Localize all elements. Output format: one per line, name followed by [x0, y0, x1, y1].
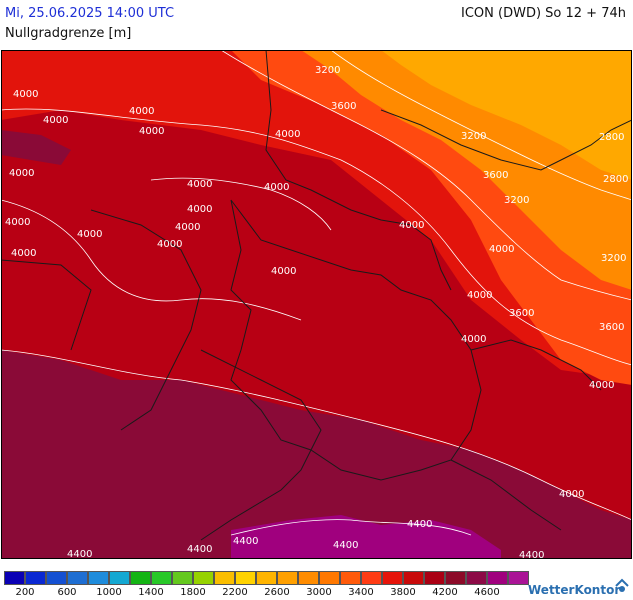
wetterkontor-brand[interactable]: WetterKontor — [528, 583, 621, 597]
contour-label: 3200 — [504, 195, 529, 206]
legend-color-cell — [4, 571, 25, 585]
contour-label: 4000 — [489, 244, 514, 255]
contour-label: 4400 — [407, 519, 432, 530]
contour-label: 3200 — [601, 253, 626, 264]
legend-color-cell — [403, 571, 424, 585]
contour-label: 2800 — [603, 174, 628, 185]
legend-color-cell — [340, 571, 361, 585]
legend-label: 2200 — [222, 587, 248, 598]
contour-label: 3200 — [315, 65, 340, 76]
country-borders — [1, 50, 632, 541]
contour-label: 4000 — [157, 239, 182, 250]
contour-label: 4000 — [11, 248, 36, 259]
forecast-datetime: Mi, 25.06.2025 14:00 UTC — [5, 6, 175, 21]
contour-labels: 4000 4000 4000 4000 4000 4000 4000 4000 … — [5, 65, 628, 559]
contour-label: 4000 — [187, 204, 212, 215]
contour-label: 4400 — [519, 550, 544, 559]
legend-label: 2600 — [264, 587, 290, 598]
legend-color-cell — [298, 571, 319, 585]
contour-lines — [1, 50, 632, 536]
legend-label: 600 — [57, 587, 77, 598]
contour-label: 4000 — [559, 489, 584, 500]
contour-label: 4000 — [399, 220, 424, 231]
contour-label: 4400 — [187, 544, 212, 555]
contour-label: 4000 — [467, 290, 492, 301]
contour-label: 4400 — [233, 536, 258, 547]
legend-color-cell — [88, 571, 109, 585]
wetterkontor-logo-icon — [615, 578, 629, 592]
map-frame — [1, 50, 632, 559]
legend-label: 1000 — [96, 587, 122, 598]
legend-label: 3000 — [306, 587, 332, 598]
contour-label: 4400 — [67, 549, 92, 559]
contour-label: 4000 — [129, 106, 154, 117]
contour-label: 3600 — [509, 308, 534, 319]
legend-label: 1400 — [138, 587, 164, 598]
contour-label: 4000 — [271, 266, 296, 277]
legend-color-cell — [361, 571, 382, 585]
contour-label: 3600 — [331, 101, 356, 112]
color-scale-legend — [4, 571, 529, 585]
legend-color-cell — [319, 571, 340, 585]
legend-color-cell — [277, 571, 298, 585]
freezing-level-map: 4000 4000 4000 4000 4000 4000 4000 4000 … — [1, 50, 632, 559]
legend-label: 200 — [15, 587, 35, 598]
legend-color-cell — [487, 571, 508, 585]
legend-label: 4600 — [474, 587, 500, 598]
legend-color-cell — [214, 571, 235, 585]
contour-label: 4000 — [264, 182, 289, 193]
legend-color-cell — [25, 571, 46, 585]
field-light-orange — [381, 50, 632, 180]
contour-label: 4000 — [77, 229, 102, 240]
legend-color-cell — [46, 571, 67, 585]
legend-color-cell — [193, 571, 214, 585]
legend-label: 3800 — [390, 587, 416, 598]
parameter-title: Nullgradgrenze [m] — [5, 26, 132, 41]
contour-label: 4000 — [5, 217, 30, 228]
legend-color-cell — [508, 571, 529, 585]
contour-label: 3600 — [599, 322, 624, 333]
contour-label: 4000 — [139, 126, 164, 137]
field-maroon-south — [1, 350, 632, 559]
contour-label: 4400 — [333, 540, 358, 551]
contour-label: 4000 — [43, 115, 68, 126]
legend-color-cell — [67, 571, 88, 585]
contour-label: 3200 — [461, 131, 486, 142]
contour-label: 4000 — [187, 179, 212, 190]
contour-label: 4000 — [13, 89, 38, 100]
field-maroon-nw — [1, 130, 71, 165]
contour-label: 4000 — [175, 222, 200, 233]
legend-color-cell — [235, 571, 256, 585]
legend-color-cell — [109, 571, 130, 585]
legend-label: 1800 — [180, 587, 206, 598]
legend-color-cell — [151, 571, 172, 585]
legend-color-cell — [130, 571, 151, 585]
contour-label: 3600 — [483, 170, 508, 181]
legend-color-cell — [466, 571, 487, 585]
legend-color-cell — [445, 571, 466, 585]
legend-label: 4200 — [432, 587, 458, 598]
contour-label: 4000 — [589, 380, 614, 391]
contour-label: 4000 — [461, 334, 486, 345]
contour-label: 4000 — [275, 129, 300, 140]
model-run-label: ICON (DWD) So 12 + 74h — [461, 6, 626, 21]
legend-color-cell — [382, 571, 403, 585]
legend-label: 3400 — [348, 587, 374, 598]
contour-label: 2800 — [599, 132, 624, 143]
legend-color-cell — [424, 571, 445, 585]
contour-label: 4000 — [9, 168, 34, 179]
legend-color-cell — [256, 571, 277, 585]
legend-color-cell — [172, 571, 193, 585]
